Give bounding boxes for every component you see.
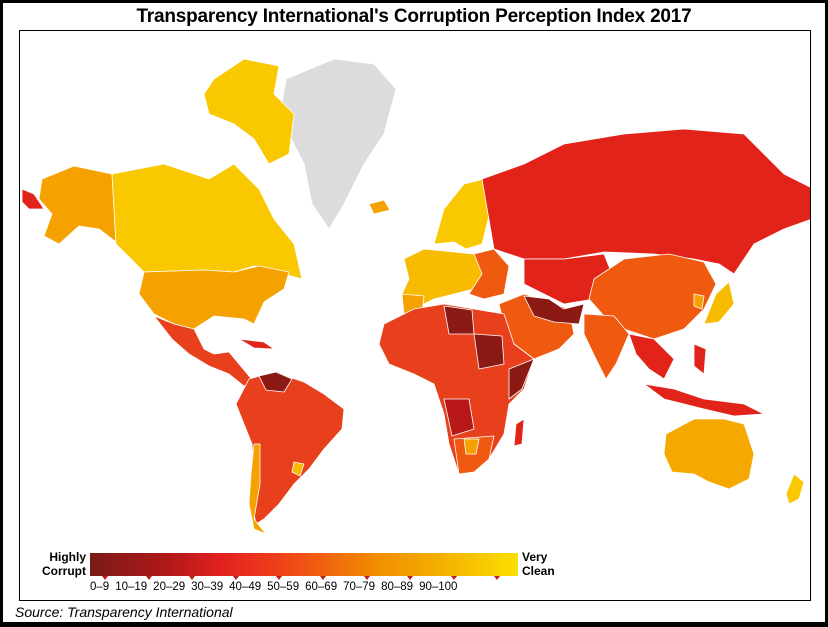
legend-tick bbox=[320, 576, 326, 580]
region-madagascar bbox=[513, 418, 525, 447]
legend-high-line2: Clean bbox=[522, 564, 555, 578]
region-iceland bbox=[368, 199, 391, 215]
legend-color-bar bbox=[90, 553, 518, 576]
region-indonesia bbox=[643, 383, 765, 417]
region-venezuela bbox=[258, 371, 293, 393]
legend-tick bbox=[494, 576, 501, 580]
region-mexico bbox=[153, 315, 255, 387]
legend-range: 70–79 bbox=[343, 581, 376, 593]
legend-tick bbox=[407, 576, 414, 580]
legend-low-line1: Highly bbox=[49, 550, 86, 564]
region-caribbean bbox=[238, 338, 275, 350]
legend-tick bbox=[450, 576, 457, 580]
region-southern-africa bbox=[453, 435, 495, 475]
legend-tick bbox=[363, 576, 370, 580]
region-australia bbox=[663, 418, 755, 490]
region-western-europe bbox=[401, 248, 485, 310]
region-new-zealand bbox=[785, 473, 805, 505]
region-botswana bbox=[463, 438, 480, 455]
region-angola-congo bbox=[443, 398, 475, 437]
region-libya bbox=[443, 305, 475, 335]
legend-tick bbox=[276, 576, 283, 580]
legend-range: 90–100 bbox=[419, 581, 458, 593]
region-china bbox=[588, 253, 717, 340]
region-eastern-europe bbox=[468, 248, 510, 300]
source-caption: Source: Transparency International bbox=[15, 604, 233, 620]
legend-range: 40–49 bbox=[229, 581, 262, 593]
world-map bbox=[21, 58, 810, 535]
map-title: Transparency International's Corruption … bbox=[136, 6, 692, 27]
region-canada-islands bbox=[203, 58, 295, 165]
region-korea bbox=[693, 293, 705, 310]
region-alaska bbox=[38, 165, 117, 245]
region-canada bbox=[111, 163, 303, 280]
region-south-america bbox=[235, 371, 345, 525]
legend-low-label: Highly Corrupt bbox=[42, 550, 86, 578]
legend-range: 10–19 bbox=[115, 581, 148, 593]
legend-ticks bbox=[90, 576, 518, 582]
region-uruguay bbox=[291, 461, 305, 477]
region-chile bbox=[248, 443, 267, 535]
legend-range: 60–69 bbox=[305, 581, 338, 593]
legend-low-line2: Corrupt bbox=[42, 564, 86, 578]
legend-tick bbox=[145, 576, 152, 580]
legend-high-label: Very Clean bbox=[522, 550, 555, 578]
region-sudan bbox=[473, 333, 505, 370]
legend-tick bbox=[189, 576, 196, 580]
legend-tick bbox=[102, 576, 108, 580]
legend-range: 80–89 bbox=[381, 581, 414, 593]
region-scandinavia bbox=[433, 178, 493, 250]
region-southeast-asia bbox=[628, 333, 675, 380]
legend-range: 0–9 bbox=[90, 581, 110, 593]
legend-range: 30–39 bbox=[191, 581, 224, 593]
region-japan bbox=[703, 281, 735, 325]
region-india bbox=[583, 313, 630, 380]
legend-high-line1: Very bbox=[522, 550, 548, 564]
region-iraq-syria-afghanistan bbox=[523, 295, 585, 325]
legend-range: 20–29 bbox=[153, 581, 186, 593]
region-usa bbox=[138, 265, 290, 330]
legend-range: 50–59 bbox=[267, 581, 300, 593]
map-panel: Highly Corrupt Very Clean 0–9 10–19 20–2… bbox=[19, 30, 811, 601]
region-somalia bbox=[508, 358, 535, 400]
region-philippines bbox=[693, 343, 707, 375]
legend-ranges: 0–9 10–19 20–29 30–39 40–49 50–59 60–69 … bbox=[90, 581, 530, 593]
region-russia bbox=[481, 128, 810, 275]
legend-tick bbox=[232, 576, 239, 580]
region-siberia-tip bbox=[21, 188, 45, 210]
